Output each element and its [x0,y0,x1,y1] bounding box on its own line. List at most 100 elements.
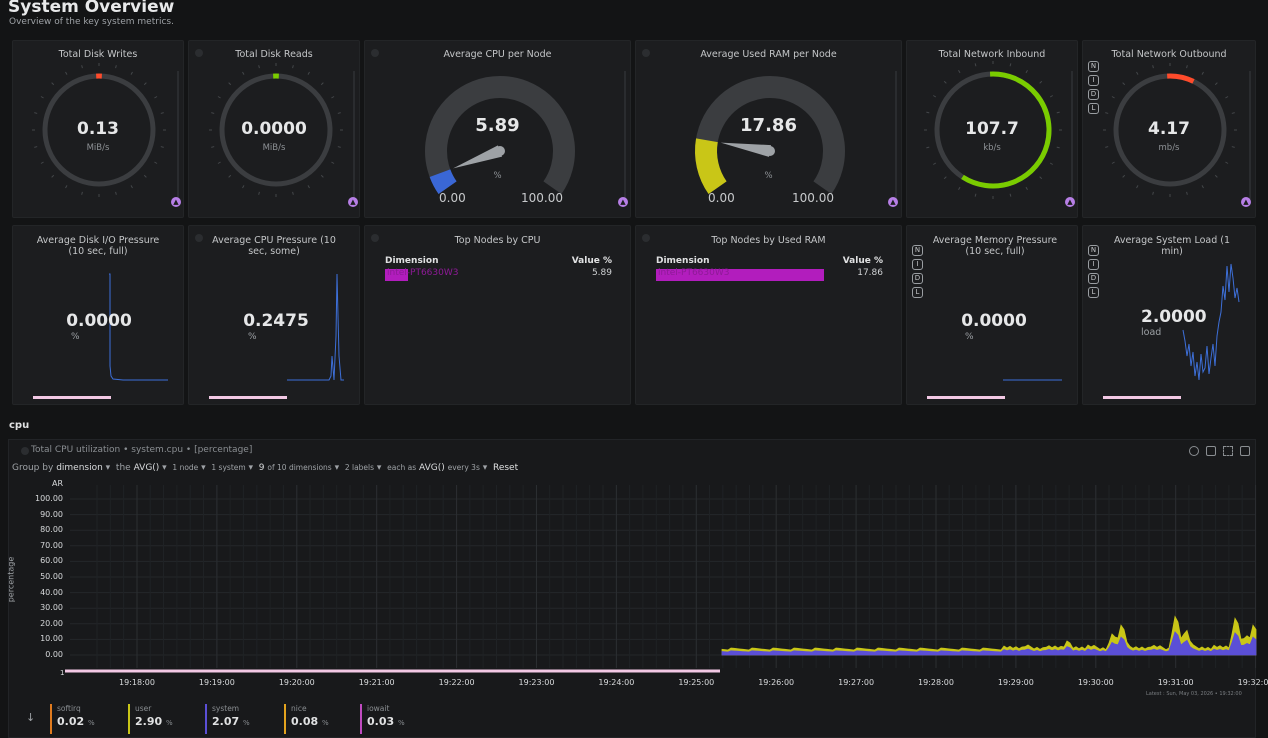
gauge-tick [51,174,55,178]
nidl-n-button[interactable]: N [1088,245,1099,256]
gauge-ring [1103,63,1237,197]
speedo-card-ram[interactable]: Average Used RAM per Node 17.86 % 0.00 1… [635,40,902,218]
legend-name: user [135,704,152,713]
dimensions-select[interactable]: of 10 dimensions [267,463,332,472]
nidl-l-button[interactable]: L [1088,287,1099,298]
speedo-value: 17.86 [740,115,797,136]
drag-handle-icon[interactable] [195,234,203,242]
nidl-d-button[interactable]: D [912,273,923,284]
nidl-n-button[interactable]: N [912,245,923,256]
cpu-chart-panel[interactable]: Total CPU utilization • system.cpu • [pe… [8,439,1256,738]
drag-handle-icon[interactable] [371,49,379,57]
speedo-max: 100.00 [521,191,563,205]
gauge-tick [1186,65,1188,69]
gauge-tick [1231,112,1235,114]
drag-handle-icon[interactable] [642,49,650,57]
expand-icon[interactable]: ▲ [888,197,898,207]
gauge-tick [1231,146,1235,148]
systems-select[interactable]: 1 system [211,463,246,472]
table-row[interactable]: intel-PT6630W3 5.89 [385,268,612,281]
group-by-select[interactable]: dimension [56,463,103,473]
range-bar [209,396,287,399]
gauge-card-disk-writes[interactable]: Total Disk Writes 0.13 MiB/s ▲ [12,40,184,218]
gauge-tick [1105,112,1109,114]
expand-icon[interactable]: ▲ [348,197,358,207]
every-select[interactable]: every 3s [447,463,480,472]
x-tick: 19:18:00 [119,678,155,687]
gauge-tick [40,161,44,164]
card-scrollbar [895,71,897,199]
labels-select[interactable]: 2 labels [344,463,375,472]
speedo-title: Average Used RAM per Node [700,49,837,60]
x-tick: 19:31:00 [1157,678,1194,687]
speedo-fill [695,138,727,195]
gauge-tick [1186,191,1188,195]
nidl-d-button[interactable]: D [1088,89,1099,100]
legend-item-user[interactable]: user 2.90 % [128,704,173,734]
nidl-l-button[interactable]: L [912,287,923,298]
expand-icon[interactable]: ▲ [1065,197,1075,207]
aggregation-select[interactable]: AVG() [133,463,160,473]
nidl-i-button[interactable]: I [912,259,923,270]
page-title: System Overview [8,0,175,17]
drag-handle-icon[interactable] [21,447,29,455]
y-tick: 60.00 [40,556,63,566]
x-tick: 19:22:00 [438,678,475,687]
gauge-card-disk-reads[interactable]: Total Disk Reads 0.0000 MiB/s ▲ [188,40,360,218]
collapse-arrow-icon[interactable]: ↓ [26,711,36,724]
top-nodes-cpu[interactable]: Top Nodes by CPU Dimension Value % intel-… [364,225,631,405]
drag-handle-icon[interactable] [195,49,203,57]
gauge-tick [1136,71,1139,75]
legend-item-iowait[interactable]: iowait 0.03 % [360,704,405,734]
drag-handle-icon[interactable] [371,234,379,242]
gauge-tick [217,161,221,164]
pressure-card-cpu[interactable]: Average CPU Pressure (10 sec, some) 0.24… [188,225,360,405]
top-nodes-ram[interactable]: Top Nodes by Used RAM Dimension Value % i… [635,225,902,405]
database-icon[interactable] [1206,446,1216,456]
gauge-tick [320,82,324,86]
expand-icon[interactable]: ▲ [171,197,181,207]
chart-title: Total CPU utilization • system.cpu • [pe… [31,445,253,455]
legend-item-softirq[interactable]: softirq 0.02 % [50,704,95,734]
nidl-i-button[interactable]: I [1088,259,1099,270]
gauge-card-net-out[interactable]: Total Network Outbound N I D L 4.17 mb/s… [1082,40,1256,218]
speedo-unit: % [493,171,502,181]
gauge-unit: MiB/s [262,143,286,153]
col-dimension: Dimension [385,256,439,266]
node-name: intel-PT6630W3 [387,268,459,278]
gauge-tick [1009,193,1012,197]
info-icon[interactable] [1189,446,1199,456]
gauge-tick [1214,174,1218,178]
nidl-i-button[interactable]: I [1088,75,1099,86]
settings-icon[interactable] [1240,446,1250,456]
expand-icon[interactable]: ▲ [1241,197,1251,207]
nidl-d-button[interactable]: D [1088,273,1099,284]
y-tick: 80.00 [40,525,63,535]
legend-item-nice[interactable]: nice 0.08 % [284,704,329,734]
gauge-card-net-in[interactable]: Total Network Inbound 107.7 kb/s ▲ [906,40,1078,218]
y-tick: 90.00 [40,509,63,519]
pressure-card-memory[interactable]: Average Memory Pressure (10 sec, full) N… [906,225,1078,405]
gauge-tick [331,96,335,99]
nodes-select[interactable]: 1 node [172,463,199,472]
gauge-tick [34,112,38,114]
table-row[interactable]: intel-PT6630W3 17.86 [656,268,883,281]
speedo-card-cpu[interactable]: Average CPU per Node 5.89 % 0.00 100.00 … [364,40,631,218]
system-load-card[interactable]: Average System Load (1 min) N I D L 2.00… [1082,225,1256,405]
drag-handle-icon[interactable] [642,234,650,242]
dimensions-count[interactable]: 9 [258,463,265,473]
gauge-ring [32,63,166,197]
nidl-n-button[interactable]: N [1088,61,1099,72]
pressure-card-disk[interactable]: Average Disk I/O Pressure (10 sec, full)… [12,225,184,405]
pressure-title: Average Disk I/O Pressure (10 sec, full) [36,235,160,257]
expand-icon[interactable]: ▲ [618,197,628,207]
y-axis-label: percentage [6,556,16,603]
gauge-tick [51,82,55,86]
legend-item-system[interactable]: system 2.07 % [205,704,250,734]
fullscreen-icon[interactable] [1223,446,1233,456]
each-agg-select[interactable]: AVG() [419,463,445,473]
legend-value: 2.90 % [135,715,173,728]
gauge-tick [1122,174,1126,178]
nidl-l-button[interactable]: L [1088,103,1099,114]
reset-button[interactable]: Reset [492,463,519,473]
